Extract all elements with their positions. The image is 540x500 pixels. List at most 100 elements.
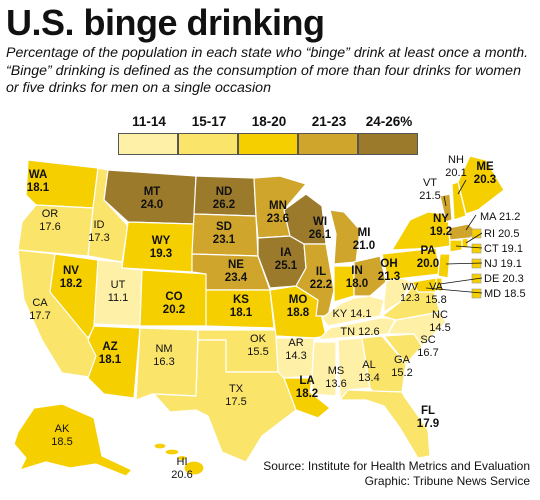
label-va-value: 15.8 <box>425 294 446 306</box>
state-IL <box>295 243 335 317</box>
map-title: U.S. binge drinking <box>6 2 325 43</box>
legend-label: 15-17 <box>191 114 227 129</box>
label-al-abbr: AL <box>362 359 375 371</box>
label-OR: OR 17.6 <box>39 208 60 233</box>
label-mo-value: 18.8 <box>287 307 310 319</box>
label-ID: ID 17.3 <box>88 219 109 244</box>
label-wy-value: 19.3 <box>150 248 172 260</box>
label-fl-abbr: FL <box>421 405 435 417</box>
label-ny-value: 19.2 <box>430 226 452 238</box>
label-FL: FL 17.9 <box>417 405 439 430</box>
label-sc-value: 16.7 <box>417 347 438 359</box>
label-ca-value: 17.7 <box>29 310 50 322</box>
label-CT: CT 19.1 <box>484 243 523 255</box>
leader-de <box>439 277 483 285</box>
label-de-value: 20.3 <box>502 273 523 285</box>
state-OR <box>17 204 94 257</box>
state-MS <box>311 341 337 397</box>
label-tx-abbr: TX <box>229 383 244 395</box>
swatch-MD <box>471 288 482 299</box>
label-md-abbr: MD <box>484 288 501 300</box>
label-PA: PA 20.0 <box>417 245 439 270</box>
label-tn-value: 12.6 <box>358 326 379 338</box>
label-wi-abbr: WI <box>313 216 327 228</box>
label-OH: OH 21.3 <box>378 258 400 283</box>
label-WI: WI 26.1 <box>309 216 332 241</box>
label-az-value: 18.1 <box>99 354 122 366</box>
label-MI: MI 21.0 <box>353 227 375 252</box>
label-mi-value: 21.0 <box>353 240 375 252</box>
label-wa-abbr: WA <box>29 169 48 181</box>
label-mn-abbr: MN <box>269 200 287 212</box>
state-OH <box>353 255 387 297</box>
source-line: Source: Institute for Health Metrics and… <box>263 459 530 473</box>
legend-item-15-17: 15-17 <box>178 114 240 155</box>
label-nv-abbr: NV <box>63 265 79 277</box>
label-KY: KY 14.1 <box>333 308 372 320</box>
map-subtitle: Percentage of the population in each sta… <box>6 45 529 96</box>
state-KS <box>205 289 275 329</box>
state-HI <box>153 442 205 476</box>
label-ct-abbr: CT <box>484 243 499 255</box>
label-ok-value: 15.5 <box>247 346 268 358</box>
label-HI: HI 20.6 <box>171 456 192 481</box>
label-NM: NM 16.3 <box>153 343 174 368</box>
label-oh-value: 21.3 <box>378 271 400 283</box>
label-mt-abbr: MT <box>144 186 161 198</box>
label-AL: AL 13.4 <box>358 359 379 384</box>
label-SC: SC 16.7 <box>417 334 438 359</box>
swatch-CT <box>471 243 482 254</box>
label-OK: OK 15.5 <box>247 333 268 358</box>
label-nh-abbr: NH <box>448 154 464 166</box>
label-la-abbr: LA <box>299 375 314 387</box>
label-NH: NH 20.1 <box>445 154 466 179</box>
legend-swatch <box>118 133 178 155</box>
label-de-abbr: DE <box>484 273 499 285</box>
label-WY: WY 19.3 <box>150 235 172 260</box>
state-ME <box>457 155 505 215</box>
label-ri-value: 20.5 <box>498 228 519 240</box>
label-nc-value: 14.5 <box>429 322 450 334</box>
credit: Source: Institute for Health Metrics and… <box>263 459 530 489</box>
label-wa-value: 18.1 <box>27 182 50 194</box>
label-in-abbr: IN <box>351 265 363 277</box>
label-AZ: AZ 18.1 <box>99 341 122 366</box>
label-NJ: NJ 19.1 <box>484 258 522 270</box>
leader-vt <box>443 195 447 207</box>
label-or-abbr: OR <box>42 208 59 220</box>
label-ga-value: 15.2 <box>391 367 412 379</box>
label-sd-value: 23.1 <box>213 234 236 246</box>
label-ut-value: 11.1 <box>108 292 129 304</box>
label-id-abbr: ID <box>94 219 105 231</box>
label-ri-abbr: RI <box>484 228 495 240</box>
label-WV: WV 12.3 <box>400 282 420 304</box>
label-AR: AR 14.3 <box>285 337 306 362</box>
label-GA: GA 15.2 <box>391 354 412 379</box>
state-KY <box>321 295 385 327</box>
graphic-line: Graphic: Tribune News Service <box>364 474 530 488</box>
label-me-value: 20.3 <box>474 174 496 186</box>
label-ky-abbr: KY <box>333 308 348 320</box>
label-co-value: 20.2 <box>163 304 185 316</box>
legend-swatch <box>298 133 358 155</box>
legend-item-11-14: 11-14 <box>118 114 180 155</box>
label-hi-abbr: HI <box>177 456 188 468</box>
label-ks-abbr: KS <box>233 294 249 306</box>
label-VA: VA 15.8 <box>425 281 446 306</box>
label-in-value: 18.0 <box>346 278 368 290</box>
leader-nj <box>445 262 483 265</box>
label-ca-abbr: CA <box>32 297 48 309</box>
label-ar-abbr: AR <box>288 337 303 349</box>
legend-item-24-26: 24-26% <box>358 114 420 155</box>
label-ky-value: 14.1 <box>350 308 371 320</box>
label-MT: MT 24.0 <box>141 186 163 211</box>
label-MN: MN 23.6 <box>267 200 289 225</box>
state-TX <box>153 339 297 463</box>
legend-swatch <box>358 133 418 155</box>
leader-ma <box>465 214 477 231</box>
label-ma-abbr: MA <box>480 211 497 223</box>
state-MI <box>329 209 361 265</box>
label-mi-abbr: MI <box>358 227 371 239</box>
state-VT <box>439 193 453 223</box>
